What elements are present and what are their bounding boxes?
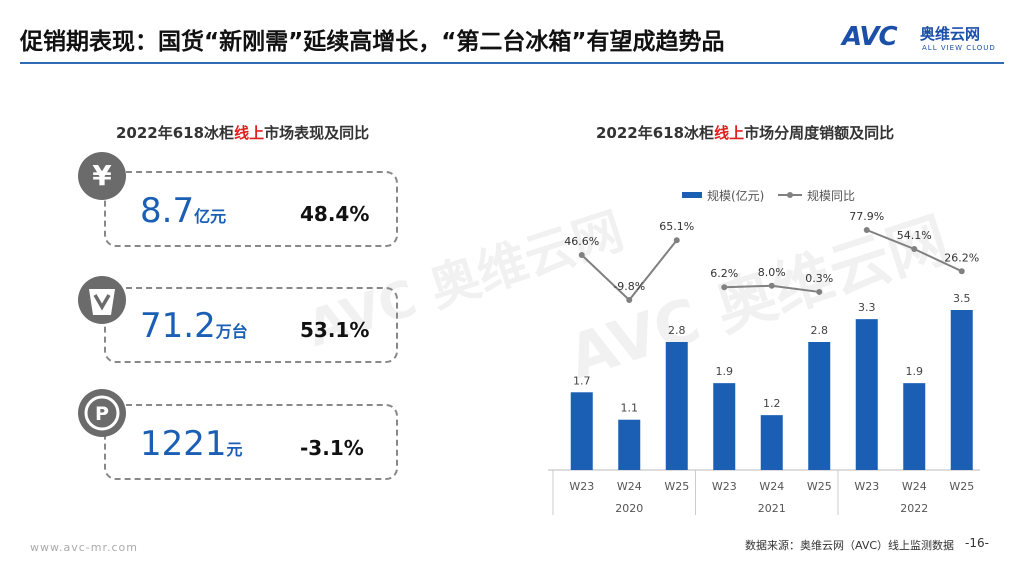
bar-value-label: 2.8 — [668, 324, 686, 337]
x-tick-label: W24 — [902, 480, 927, 493]
weekly-sales-chart: 规模(亿元) 规模同比 1.7 W23 1.1 W24 2.8 W25 1.9 W23 1.2 W… — [548, 188, 980, 515]
logo-cn-text: 奥维云网 — [920, 25, 981, 43]
bar-value-label: 1.7 — [573, 374, 591, 387]
x-tick-label: W23 — [569, 480, 594, 493]
x-tick-label: W25 — [807, 480, 832, 493]
price-tag-icon: P — [78, 389, 126, 437]
yoy-point — [911, 245, 918, 252]
bar — [903, 383, 926, 470]
header-divider — [20, 62, 1004, 64]
page-number: -16- — [965, 536, 989, 550]
x-tick-label: W23 — [712, 480, 737, 493]
yoy-point — [578, 251, 585, 258]
group-label: 2022 — [900, 502, 928, 515]
bar — [665, 342, 688, 470]
logo-en-text: ALL VIEW CLOUD — [922, 44, 996, 52]
bucket-icon — [78, 276, 126, 324]
bar-value-label: 2.8 — [811, 324, 829, 337]
yoy-value-label: 54.1% — [897, 229, 932, 242]
svg-text:¥: ¥ — [92, 159, 112, 192]
yoy-value-label: 26.2% — [944, 251, 979, 264]
group-label: 2021 — [758, 502, 786, 515]
legend-label-line: 规模同比 — [807, 188, 855, 203]
yoy-point — [816, 288, 823, 295]
yoy-value-label: 46.6% — [564, 235, 599, 248]
kpi-sales-yoy: 48.4% — [300, 202, 370, 226]
kpi-sales-value: 8.7亿元 — [140, 191, 227, 231]
x-tick-label: W25 — [664, 480, 689, 493]
bar — [713, 383, 736, 470]
logo-mark: AVC — [842, 22, 898, 52]
x-tick-label: W23 — [854, 480, 879, 493]
legend-swatch-bar — [682, 192, 702, 198]
svg-text:P: P — [95, 403, 109, 425]
bar-value-label: 3.3 — [858, 301, 876, 314]
bar — [618, 419, 641, 470]
bar-value-label: 1.1 — [621, 402, 639, 415]
yoy-point — [958, 268, 965, 275]
legend-label-bar: 规模(亿元) — [707, 188, 764, 203]
x-tick-label: W24 — [759, 480, 784, 493]
bar — [808, 342, 831, 470]
footer-url: www.avc-mr.com — [30, 541, 138, 554]
chart-legend: 规模(亿元) 规模同比 — [682, 188, 855, 203]
group-label: 2020 — [615, 502, 643, 515]
yoy-value-label: 0.3% — [805, 272, 833, 285]
bar-value-label: 1.9 — [906, 365, 924, 378]
kpi-volume-value: 71.2万台 — [140, 306, 248, 346]
legend-swatch-marker — [787, 192, 793, 198]
yoy-value-label: -9.8% — [613, 280, 645, 293]
bar-value-label: 1.9 — [716, 365, 734, 378]
bar-value-label: 3.5 — [953, 292, 971, 305]
kpi-price-value: 1221元 — [140, 424, 243, 464]
bar — [760, 415, 783, 470]
bar — [570, 392, 593, 470]
yoy-value-label: 65.1% — [659, 220, 694, 233]
avc-logo: AVC 奥维云网 ALL VIEW CLOUD — [842, 20, 1002, 56]
yoy-point — [721, 284, 728, 291]
kpi-card-sales — [104, 171, 398, 247]
yoy-point — [863, 227, 870, 233]
right-panel-title: 2022年618冰柜线上市场分周度销额及同比 — [596, 124, 895, 142]
kpi-volume-yoy: 53.1% — [300, 318, 370, 342]
bar — [950, 310, 973, 470]
left-panel-title: 2022年618冰柜线上市场表现及同比 — [116, 124, 370, 142]
bar-value-label: 1.2 — [763, 397, 781, 410]
yoy-point — [626, 297, 633, 303]
x-tick-label: W25 — [949, 480, 974, 493]
kpi-card-price — [104, 404, 398, 480]
yen-icon: ¥ — [78, 152, 126, 200]
x-tick-label: W24 — [617, 480, 642, 493]
kpi-price-yoy: -3.1% — [300, 436, 364, 460]
yoy-value-label: 77.9% — [849, 210, 884, 223]
page-title: 促销期表现：国货“新刚需”延续高增长，“第二台冰箱”有望成趋势品 — [20, 29, 725, 55]
kpi-card-volume — [104, 287, 398, 363]
yoy-point — [768, 282, 775, 289]
yoy-value-label: 6.2% — [710, 267, 738, 280]
data-source-note: 数据来源：奥维云网（AVC）线上监测数据 — [745, 539, 955, 552]
yoy-point — [673, 237, 680, 244]
yoy-value-label: 8.0% — [758, 266, 786, 279]
bar — [855, 319, 878, 470]
